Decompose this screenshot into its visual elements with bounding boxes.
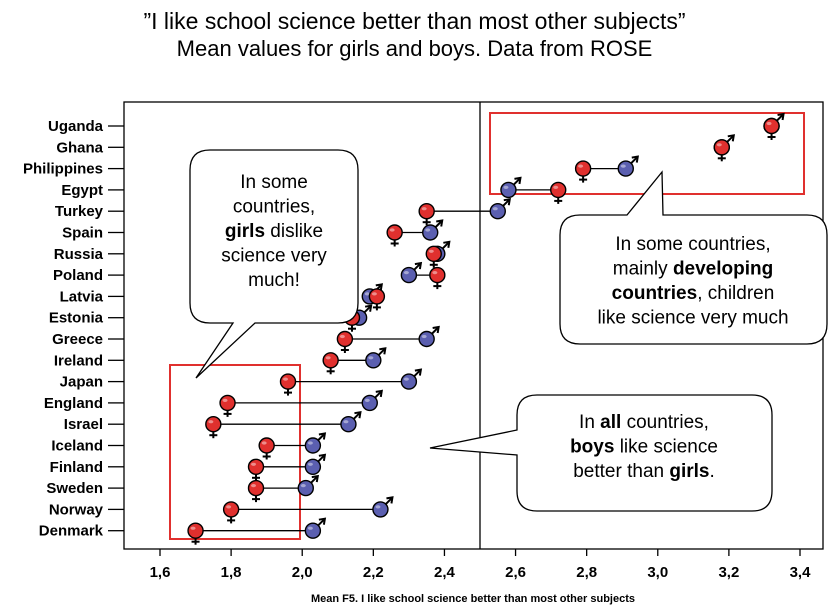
highlight-box-girls [169, 364, 301, 540]
country-label: Ireland [54, 352, 103, 369]
boys-marker [304, 432, 327, 454]
girls-marker [429, 266, 446, 290]
callout-bubble [189, 149, 359, 379]
x-tick-label: 2,2 [363, 564, 384, 581]
girls-marker [763, 117, 780, 140]
country-label: Philippines [23, 161, 103, 178]
country-label: Estonia [49, 310, 104, 327]
callout-text: In all countries, boys like science better… [570, 412, 718, 482]
girls-marker [219, 394, 236, 417]
country-label: England [44, 395, 103, 412]
country-label: Finland [50, 459, 103, 476]
data-rows [187, 112, 785, 545]
boys-marker [418, 325, 440, 348]
x-tick-label: 3,4 [790, 564, 812, 581]
girls-marker [222, 501, 240, 524]
girls-marker [713, 139, 730, 162]
country-label: Japan [60, 374, 103, 391]
callout-bubble [559, 170, 828, 345]
girls-marker [386, 224, 403, 247]
boys-marker [400, 261, 423, 284]
girls-marker [336, 330, 354, 353]
boys-marker [365, 347, 387, 369]
country-label: Iceland [51, 438, 103, 455]
x-axis-title: Mean F5. I like school science better th… [311, 593, 635, 605]
boys-marker [297, 474, 319, 497]
girls-marker [205, 416, 222, 439]
boys-marker [422, 219, 444, 241]
country-label: Russia [54, 246, 104, 263]
girls-marker [368, 288, 386, 311]
girls-marker [574, 160, 592, 183]
boys-marker [617, 155, 639, 177]
girls-marker [425, 245, 442, 268]
country-label: Spain [62, 225, 103, 242]
x-tick-label: 1,8 [221, 564, 242, 581]
chart-subtitle: Mean values for girls and boys. Data fro… [176, 36, 653, 61]
x-tick-label: 2,0 [292, 564, 313, 581]
country-label: Sweden [46, 480, 103, 497]
x-tick-label: 2,6 [505, 564, 526, 581]
callout-developing-countries: In some countries, mainly developing count… [559, 170, 828, 345]
girls-marker [322, 352, 339, 375]
x-axis: 1,6 1,8 2,0 2,2 2,4 2,6 2,8 3,0 3,2 3,4 [150, 549, 812, 581]
x-tick-label: 2,8 [576, 564, 597, 581]
callout-text: In some countries, mainly developing count… [597, 234, 788, 329]
boys-marker [304, 453, 327, 475]
boys-marker [489, 197, 511, 220]
x-tick-label: 3,0 [647, 564, 668, 581]
girls-marker [279, 373, 297, 396]
boys-marker [400, 368, 423, 390]
boys-marker [372, 496, 394, 518]
highlight-box-developing [489, 112, 805, 195]
country-label: Denmark [39, 523, 104, 540]
girls-marker [247, 479, 265, 503]
boys-marker [500, 176, 522, 199]
country-label: Latvia [60, 288, 104, 305]
x-tick-label: 2,4 [434, 564, 456, 581]
country-label: Turkey [55, 203, 104, 220]
girls-marker [550, 181, 567, 204]
x-tick-label: 3,2 [718, 564, 739, 581]
country-label: Norway [49, 501, 104, 518]
girls-marker [258, 437, 275, 460]
chart-title: ”I like school science better than most … [143, 8, 686, 34]
country-label: Egypt [61, 182, 103, 199]
callout-boys-like-science: In all countries, boys like science better… [429, 394, 773, 512]
country-label: Uganda [48, 118, 104, 135]
callout-girls-dislike: In some countries, girls dislike science ve… [189, 149, 359, 379]
girls-marker [247, 458, 265, 481]
callout-bubble [429, 394, 773, 512]
country-label: Greece [52, 331, 103, 348]
boys-marker [340, 410, 362, 433]
girls-marker [187, 522, 204, 545]
girls-marker [418, 202, 435, 226]
country-label: Israel [64, 416, 103, 433]
callout-text: In some countries, girls dislike science ve… [221, 172, 327, 291]
boys-marker [361, 389, 383, 412]
country-label: Ghana [56, 139, 103, 156]
x-tick-label: 1,6 [150, 564, 171, 581]
boys-marker [304, 517, 327, 539]
y-axis: Uganda Ghana Philippines Egypt Turkey Spain Ru… [23, 118, 124, 540]
country-label: Poland [53, 267, 103, 284]
